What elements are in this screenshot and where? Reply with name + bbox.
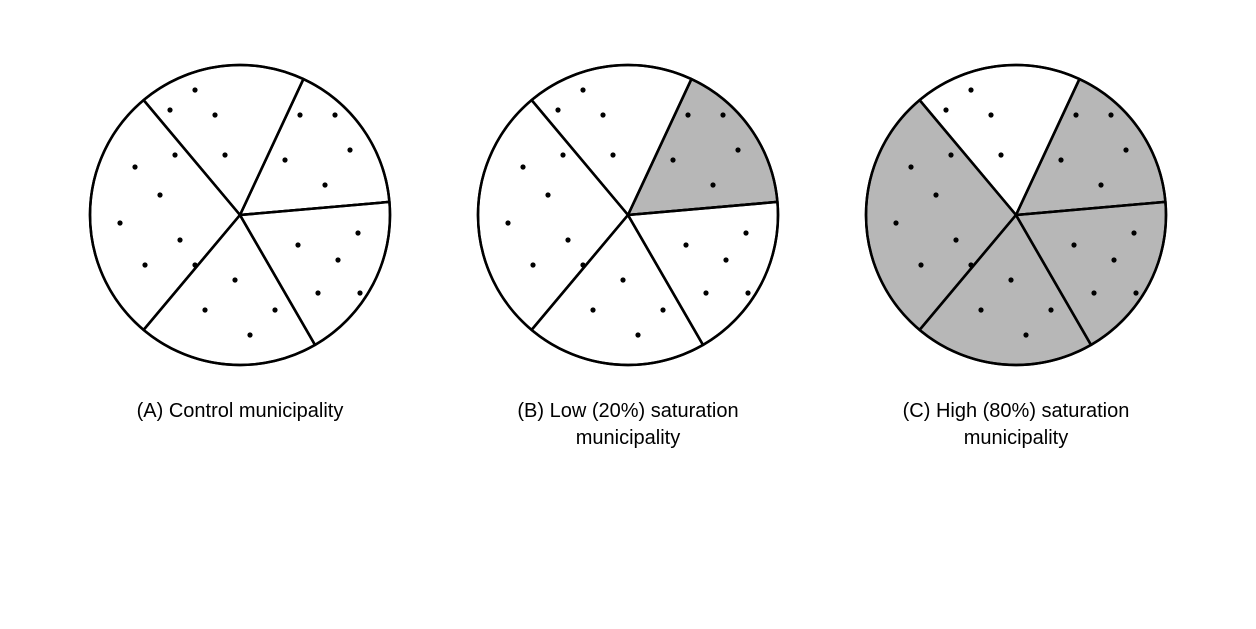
data-dot <box>1131 230 1136 235</box>
data-dot <box>560 152 565 157</box>
data-dot <box>998 152 1003 157</box>
data-dot <box>272 307 277 312</box>
data-dot <box>610 152 615 157</box>
data-dot <box>505 220 510 225</box>
data-dot <box>157 192 162 197</box>
data-dot <box>357 290 362 295</box>
data-dot <box>723 257 728 262</box>
caption-a: (A) Control municipality <box>137 398 344 425</box>
data-dot <box>660 307 665 312</box>
data-dot <box>142 262 147 267</box>
data-dot <box>530 262 535 267</box>
data-dot <box>1098 182 1103 187</box>
data-dot <box>635 332 640 337</box>
data-dot <box>132 164 137 169</box>
data-dot <box>297 112 302 117</box>
data-dot <box>1133 290 1138 295</box>
data-dot <box>347 147 352 152</box>
data-dot <box>745 290 750 295</box>
data-dot <box>1071 242 1076 247</box>
caption-c: (C) High (80%) saturation municipality <box>866 398 1166 452</box>
data-dot <box>918 262 923 267</box>
data-dot <box>720 112 725 117</box>
data-dot <box>710 182 715 187</box>
data-dot <box>1108 112 1113 117</box>
data-dot <box>1048 307 1053 312</box>
data-dot <box>172 152 177 157</box>
data-dot <box>670 157 675 162</box>
data-dot <box>685 112 690 117</box>
data-dot <box>212 112 217 117</box>
data-dot <box>683 242 688 247</box>
data-dot <box>968 262 973 267</box>
data-dot <box>1091 290 1096 295</box>
data-dot <box>933 192 938 197</box>
data-dot <box>247 332 252 337</box>
data-dot <box>703 290 708 295</box>
data-dot <box>620 277 625 282</box>
data-dot <box>565 237 570 242</box>
data-dot <box>1111 257 1116 262</box>
data-dot <box>177 237 182 242</box>
data-dot <box>943 107 948 112</box>
data-dot <box>315 290 320 295</box>
data-dot <box>295 242 300 247</box>
data-dot <box>1058 157 1063 162</box>
data-dot <box>908 164 913 169</box>
circle-diagram-c <box>861 60 1171 370</box>
data-dot <box>355 230 360 235</box>
data-dot <box>282 157 287 162</box>
data-dot <box>520 164 525 169</box>
circle-diagram-a <box>85 60 395 370</box>
data-dot <box>743 230 748 235</box>
data-dot <box>968 87 973 92</box>
data-dot <box>590 307 595 312</box>
panel-a: (A) Control municipality <box>70 60 410 425</box>
data-dot <box>953 237 958 242</box>
data-dot <box>988 112 993 117</box>
data-dot <box>1023 332 1028 337</box>
data-dot <box>192 87 197 92</box>
data-dot <box>948 152 953 157</box>
data-dot <box>222 152 227 157</box>
data-dot <box>192 262 197 267</box>
data-dot <box>202 307 207 312</box>
data-dot <box>335 257 340 262</box>
circle-diagram-b <box>473 60 783 370</box>
data-dot <box>735 147 740 152</box>
data-dot <box>580 87 585 92</box>
figure-container: (A) Control municipality (B) Low (20%) s… <box>0 0 1256 452</box>
data-dot <box>893 220 898 225</box>
data-dot <box>978 307 983 312</box>
data-dot <box>167 107 172 112</box>
data-dot <box>545 192 550 197</box>
data-dot <box>600 112 605 117</box>
data-dot <box>555 107 560 112</box>
panel-b: (B) Low (20%) saturation municipality <box>458 60 798 452</box>
data-dot <box>232 277 237 282</box>
data-dot <box>1073 112 1078 117</box>
data-dot <box>580 262 585 267</box>
data-dot <box>322 182 327 187</box>
caption-b: (B) Low (20%) saturation municipality <box>478 398 778 452</box>
data-dot <box>332 112 337 117</box>
panel-c: (C) High (80%) saturation municipality <box>846 60 1186 452</box>
data-dot <box>1123 147 1128 152</box>
data-dot <box>117 220 122 225</box>
data-dot <box>1008 277 1013 282</box>
